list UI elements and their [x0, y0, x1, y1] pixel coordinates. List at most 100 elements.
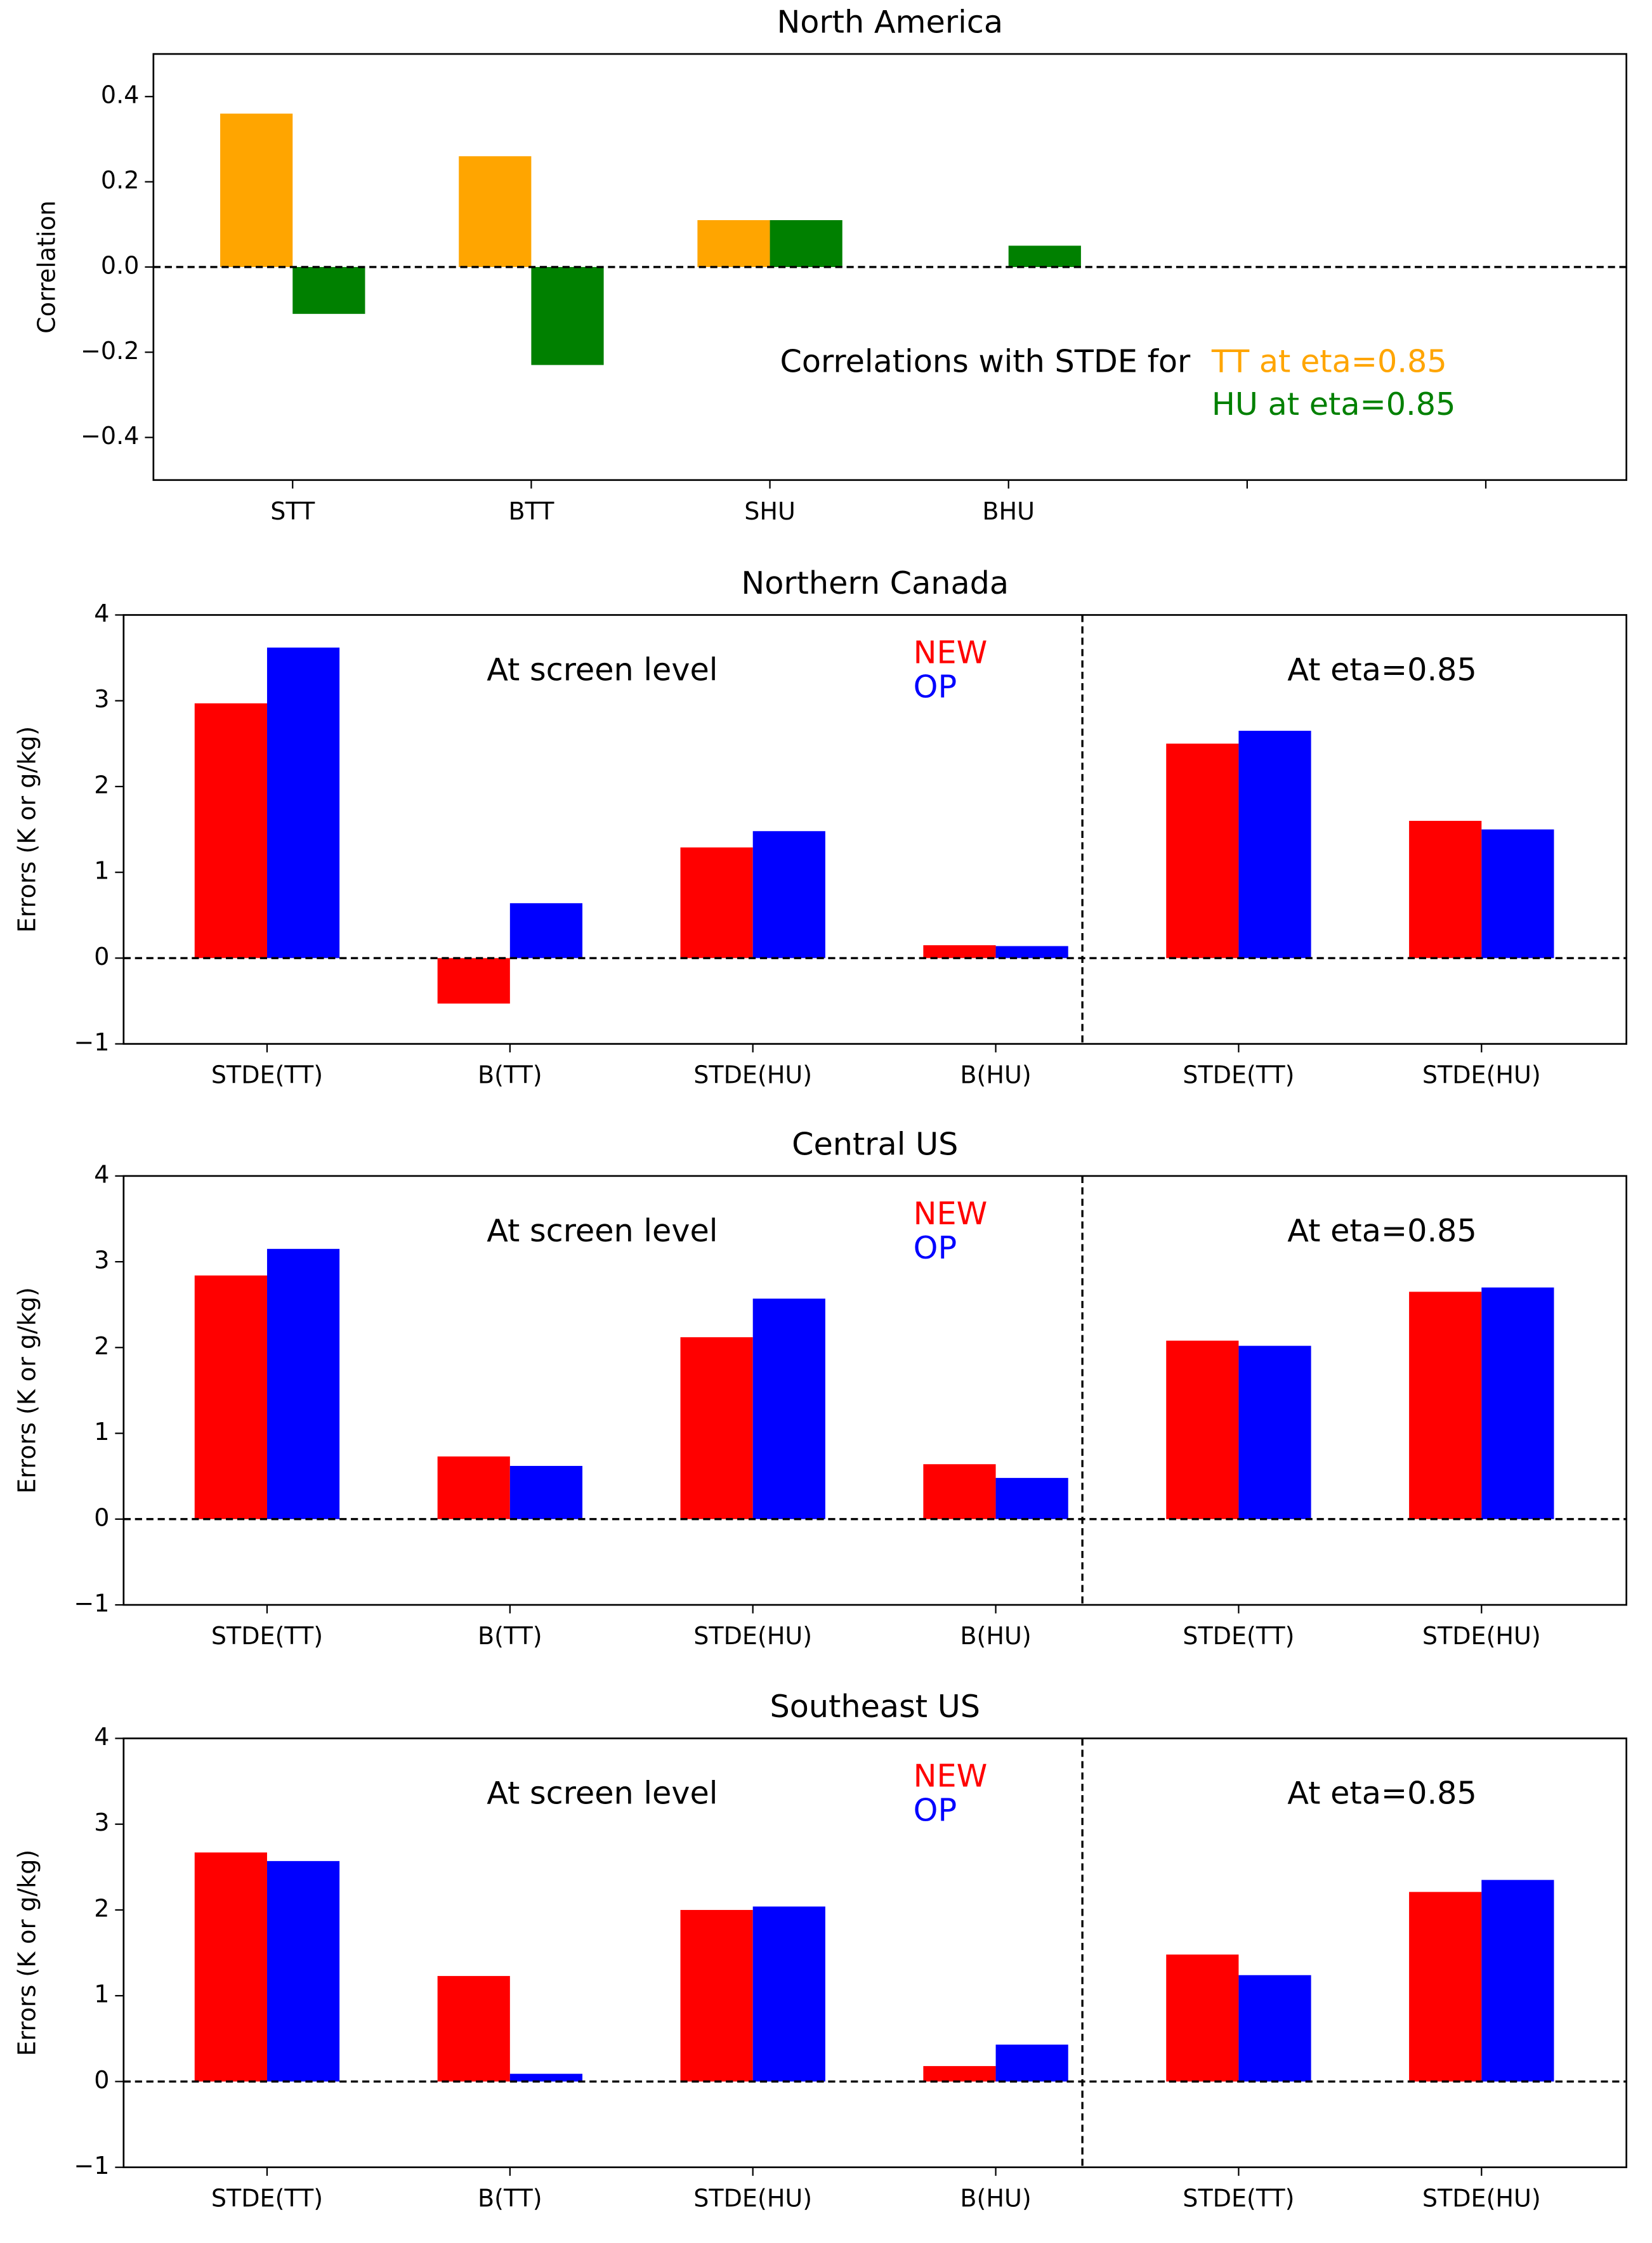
y-tick-label: 0 [94, 943, 109, 971]
x-tick-label: B(HU) [960, 1622, 1031, 1650]
legend-entry: OP [914, 1791, 957, 1828]
x-tick-label: STT [270, 497, 315, 525]
bar [1409, 821, 1482, 958]
plot-frame [122, 1737, 1628, 2169]
x-tick-label: STDE(TT) [1183, 2185, 1294, 2213]
y-tick-label: 0.0 [101, 251, 140, 279]
bar [266, 1860, 340, 2082]
x-tick-label: STDE(HU) [693, 1622, 812, 1650]
bar [680, 847, 753, 958]
bar [437, 958, 510, 1004]
bar [220, 114, 293, 267]
x-tick-label: BHU [982, 497, 1035, 525]
x-tick-label: STDE(HU) [1422, 1061, 1541, 1089]
bar [531, 266, 604, 365]
y-tick-label: 0.2 [101, 166, 140, 194]
bar [923, 2066, 996, 2082]
annotation: At eta=0.85 [1287, 1775, 1477, 1812]
legend-entry: OP [914, 668, 957, 705]
y-axis-label: Errors (K or g/kg) [13, 1850, 41, 2057]
y-tick-label: 0 [94, 2066, 109, 2094]
y-axis-label: Correlation [33, 200, 61, 334]
x-tick-label: STDE(HU) [693, 2185, 812, 2213]
bar [1166, 1954, 1239, 2082]
y-tick-label: 0.4 [101, 81, 140, 109]
annotation: At eta=0.85 [1287, 1212, 1477, 1249]
annotation: At screen level [487, 1775, 718, 1812]
y-tick-label: 0 [94, 1503, 109, 1531]
chart-title: Central US [792, 1125, 958, 1162]
x-tick-label: B(TT) [478, 2185, 542, 2213]
bar [1238, 1975, 1311, 2082]
y-axis-label: Errors (K or g/kg) [13, 1287, 41, 1494]
bar [752, 831, 825, 958]
y-tick-label: 1 [94, 1418, 109, 1446]
x-tick-label: STDE(TT) [211, 2185, 323, 2213]
x-tick-label: STDE(TT) [211, 1061, 323, 1089]
bar [995, 2044, 1068, 2082]
bar [752, 1906, 825, 2082]
bar [1238, 731, 1311, 958]
y-tick-label: −1 [74, 2152, 109, 2180]
y-tick-label: −1 [74, 1590, 109, 1618]
y-tick-label: 2 [94, 1894, 109, 1922]
plot-frame [152, 53, 1628, 481]
y-tick-label: 4 [94, 1723, 109, 1751]
legend-entry: HU at eta=0.85 [1212, 386, 1456, 422]
chart-title: North America [777, 4, 1003, 41]
bar [697, 220, 770, 267]
legend-entry: NEW [914, 1758, 988, 1795]
bar [1409, 1292, 1482, 1519]
bar [680, 1909, 753, 2082]
y-tick-label: 4 [94, 1160, 109, 1188]
x-tick-label: B(HU) [960, 1061, 1031, 1089]
annotation: At screen level [487, 651, 718, 688]
annotation: At screen level [487, 1212, 718, 1249]
y-tick-label: −0.2 [81, 337, 139, 365]
legend-entry: TT at eta=0.85 [1211, 343, 1447, 380]
x-tick-label: B(HU) [960, 2185, 1031, 2213]
bar [509, 1465, 583, 1519]
x-tick-label: STDE(TT) [211, 1622, 323, 1650]
x-tick-label: B(TT) [478, 1061, 542, 1089]
legend-entry: OP [914, 1229, 957, 1266]
bar [266, 1248, 340, 1519]
bar [752, 1298, 825, 1519]
bar [1008, 245, 1081, 267]
x-tick-label: SHU [744, 497, 796, 525]
annotation: At eta=0.85 [1287, 651, 1477, 688]
bar [1409, 1892, 1482, 2082]
legend-entry: NEW [914, 634, 988, 671]
annotation: Correlations with STDE for [780, 343, 1191, 380]
bar [1481, 1880, 1554, 2082]
y-tick-label: 3 [94, 1808, 109, 1836]
y-tick-label: 2 [94, 1332, 109, 1360]
plot-frame [122, 614, 1628, 1045]
chart-title: Northern Canada [741, 565, 1009, 601]
bar [1166, 1340, 1239, 1519]
bar [995, 946, 1068, 958]
y-tick-label: 4 [94, 599, 109, 627]
bar [437, 1976, 510, 2082]
x-tick-label: BTT [508, 497, 554, 525]
chart-title: Southeast US [770, 1688, 980, 1725]
plot-frame [122, 1175, 1628, 1606]
bar [923, 945, 996, 958]
legend-entry: NEW [914, 1195, 988, 1232]
bar [509, 903, 583, 958]
bar [923, 1464, 996, 1519]
y-tick-label: 2 [94, 771, 109, 799]
bar [1166, 743, 1239, 958]
bar [459, 156, 532, 267]
x-tick-label: STDE(TT) [1183, 1622, 1294, 1650]
x-tick-label: STDE(HU) [1422, 2185, 1541, 2213]
bar [1238, 1345, 1311, 1519]
y-tick-label: −0.4 [81, 422, 139, 450]
bar [770, 220, 842, 267]
bar [1481, 1287, 1554, 1519]
y-tick-label: 1 [94, 1980, 109, 2008]
bar [194, 1852, 267, 2082]
bar [995, 1477, 1068, 1519]
bar [292, 266, 365, 314]
